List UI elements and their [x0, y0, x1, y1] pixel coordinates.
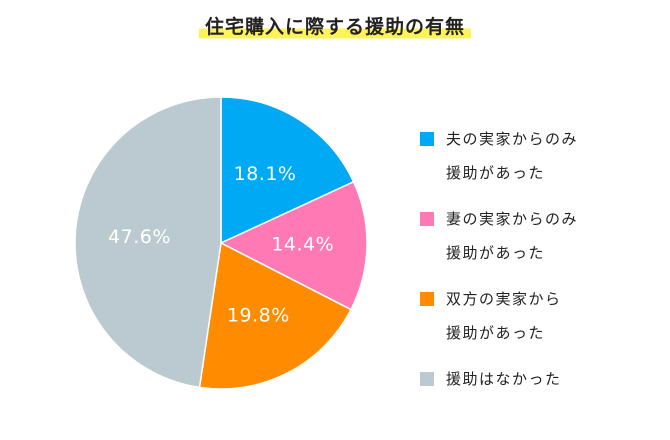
legend-label-line: 援助はなかった	[446, 370, 562, 388]
legend-label-line: 妻の実家からのみ	[446, 210, 579, 228]
slice-label-1: 18.1%	[234, 163, 297, 185]
legend-swatch-4	[420, 372, 434, 386]
slice-label-2: 14.4%	[271, 234, 334, 256]
legend-label-line: 夫の実家からのみ	[446, 130, 579, 148]
legend-label-2: 妻の実家からのみ 援助があった	[446, 202, 578, 270]
slice-label-4: 47.6%	[108, 226, 171, 248]
legend-label-line: 双方の実家から	[446, 290, 562, 308]
pie-slice-4	[74, 96, 222, 389]
legend-item-4: 援助はなかった	[420, 362, 660, 396]
legend-label-line: 援助があった	[446, 244, 546, 262]
legend-swatch-1	[420, 132, 434, 146]
legend-swatch-2	[420, 212, 434, 226]
legend-item-3: 双方の実家から 援助があった	[420, 282, 660, 350]
legend-label-4: 援助はなかった	[446, 362, 562, 396]
pie-slice-3	[198, 241, 352, 390]
pie-slice-1	[220, 96, 355, 245]
legend-label-1: 夫の実家からのみ 援助があった	[446, 122, 578, 190]
legend-swatch-3	[420, 292, 434, 306]
legend: 夫の実家からのみ 援助があった 妻の実家からのみ 援助があった 双方の実家から 援助があっ…	[420, 122, 660, 408]
legend-label-line: 援助があった	[446, 324, 546, 342]
title-wrap: 住宅購入に際する援助の有無	[0, 14, 670, 40]
legend-label-line: 援助があった	[446, 164, 546, 182]
legend-label-3: 双方の実家から 援助があった	[446, 282, 562, 350]
legend-item-2: 妻の実家からのみ 援助があった	[420, 202, 660, 270]
chart-title: 住宅購入に際する援助の有無	[198, 14, 471, 40]
pie-slice-2	[219, 180, 368, 311]
legend-item-1: 夫の実家からのみ 援助があった	[420, 122, 660, 190]
slice-label-3: 19.8%	[227, 305, 290, 327]
